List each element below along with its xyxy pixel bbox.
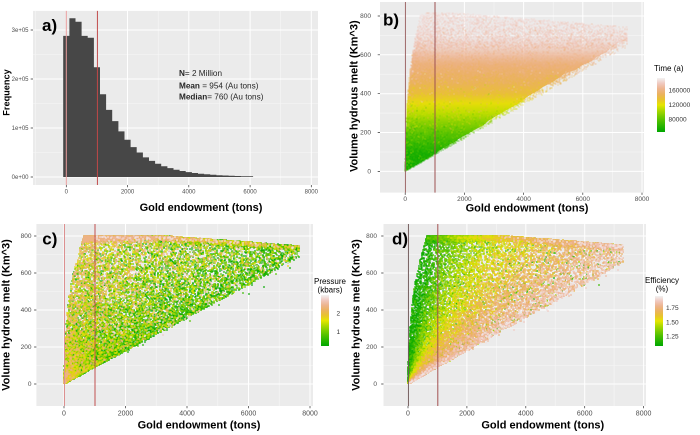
svg-text:6000: 6000	[243, 190, 257, 196]
svg-text:0e+00: 0e+00	[12, 175, 30, 181]
svg-text:200: 200	[21, 344, 32, 351]
svg-text:600: 600	[360, 52, 371, 59]
svg-text:2e+05: 2e+05	[12, 77, 30, 83]
svg-text:Time (a): Time (a)	[654, 64, 684, 73]
svg-text:b): b)	[383, 11, 399, 30]
svg-text:4000: 4000	[182, 190, 196, 196]
svg-text:0: 0	[62, 411, 66, 418]
svg-text:0: 0	[373, 381, 377, 388]
svg-text:Gold endowment (tons): Gold endowment (tons)	[481, 420, 604, 432]
svg-text:0: 0	[28, 381, 32, 388]
svg-text:400: 400	[21, 307, 32, 314]
svg-text:8000: 8000	[305, 190, 319, 196]
svg-text:2000: 2000	[459, 411, 475, 418]
svg-text:Volume hydrous melt (Km^3): Volume hydrous melt (Km^3)	[1, 239, 13, 391]
svg-text:N= 2 Million: N= 2 Million	[179, 69, 222, 78]
svg-text:0: 0	[367, 168, 371, 175]
svg-text:8000: 8000	[635, 196, 650, 203]
svg-text:4000: 4000	[179, 411, 195, 418]
svg-text:1.75: 1.75	[666, 305, 679, 312]
svg-text:4000: 4000	[516, 196, 531, 203]
svg-text:a): a)	[42, 16, 57, 35]
svg-text:6000: 6000	[576, 196, 591, 203]
svg-text:600: 600	[21, 270, 32, 277]
svg-text:2000: 2000	[118, 411, 134, 418]
svg-text:6000: 6000	[577, 411, 593, 418]
svg-text:c): c)	[42, 230, 57, 249]
svg-text:800: 800	[366, 233, 377, 240]
svg-text:0: 0	[65, 190, 69, 196]
svg-text:d): d)	[392, 230, 408, 249]
svg-text:Efficiency: Efficiency	[645, 276, 679, 285]
svg-text:0: 0	[406, 411, 410, 418]
svg-text:120000: 120000	[669, 102, 691, 109]
svg-text:Gold endowment (tons): Gold endowment (tons)	[138, 420, 261, 432]
svg-text:4000: 4000	[518, 411, 534, 418]
svg-text:Pressure: Pressure	[314, 277, 347, 286]
svg-text:Volume hydrous melt (Km^3): Volume hydrous melt (Km^3)	[351, 239, 363, 391]
svg-text:200: 200	[360, 130, 371, 137]
svg-text:Mean = 954 (Au tons): Mean = 954 (Au tons)	[179, 82, 259, 91]
svg-text:Volume hydrous melt (Km^3): Volume hydrous melt (Km^3)	[349, 20, 361, 172]
svg-text:6000: 6000	[241, 411, 257, 418]
svg-text:Gold endowment (tons): Gold endowment (tons)	[466, 203, 589, 215]
svg-text:2: 2	[337, 311, 341, 318]
svg-text:80000: 80000	[669, 117, 687, 124]
svg-text:3e+05: 3e+05	[12, 28, 30, 34]
svg-text:(%): (%)	[656, 285, 669, 294]
svg-text:400: 400	[360, 91, 371, 98]
svg-text:160000: 160000	[669, 88, 691, 95]
svg-text:Frequency: Frequency	[2, 68, 12, 115]
svg-text:8000: 8000	[636, 411, 652, 418]
svg-text:800: 800	[360, 13, 371, 20]
svg-text:0: 0	[403, 196, 407, 203]
svg-text:1.50: 1.50	[666, 320, 679, 327]
svg-text:2000: 2000	[121, 190, 135, 196]
svg-text:1.25: 1.25	[666, 334, 679, 341]
svg-text:Median= 760 (Au tons): Median= 760 (Au tons)	[179, 93, 264, 102]
svg-text:2000: 2000	[457, 196, 472, 203]
svg-text:800: 800	[21, 233, 32, 240]
svg-text:1: 1	[337, 329, 341, 336]
svg-text:600: 600	[366, 270, 377, 277]
svg-text:200: 200	[366, 344, 377, 351]
svg-text:8000: 8000	[302, 411, 318, 418]
svg-text:(kbars): (kbars)	[318, 286, 343, 295]
svg-text:1e+05: 1e+05	[12, 126, 30, 132]
svg-text:400: 400	[366, 307, 377, 314]
svg-text:Gold endowment (tons): Gold endowment (tons)	[140, 202, 263, 214]
